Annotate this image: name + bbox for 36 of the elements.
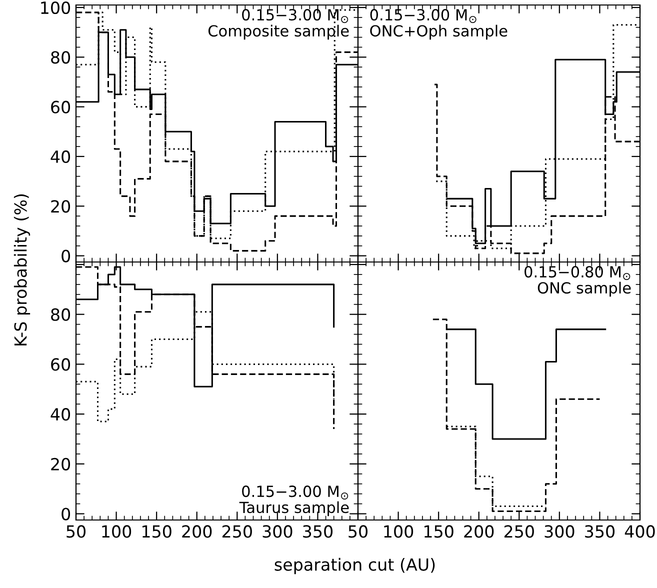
annotation: 0.15−0.80 M$_{⊙}$ — [524, 266, 630, 280]
annotation: 0.15−3.00 M$_{⊙}$ — [370, 9, 476, 24]
annotation: ONC sample — [538, 282, 631, 297]
x-tick-label: 150 — [142, 525, 172, 538]
annotation: 0.15−3.00 M$_{⊙}$ — [242, 9, 348, 24]
x-tick-label: 250 — [504, 525, 534, 538]
y-axis-title: K-S probability (%) — [14, 194, 30, 346]
y-tick-label: 80 — [51, 308, 70, 321]
annotation: Taurus sample — [239, 501, 349, 516]
annotation: 0.15−3.00 M$_{⊙}$ — [242, 486, 348, 500]
x-tick-label: 50 — [66, 525, 86, 538]
y-tick-label: 60 — [51, 358, 70, 371]
x-tick-label: 300 — [544, 525, 574, 538]
y-tick-label: 20 — [51, 458, 70, 470]
x-tick-label: 100 — [102, 525, 132, 538]
x-tick-label: 200 — [182, 525, 212, 538]
x-tick-label: 150 — [424, 525, 454, 538]
y-tick-label: 0 — [62, 508, 70, 520]
y-tick-label: 80 — [51, 51, 70, 64]
x-tick-label: 50 — [348, 525, 368, 538]
x-axis-title: separation cut (AU) — [274, 558, 435, 574]
y-tick-label: 20 — [51, 200, 70, 213]
x-tick-label: 250 — [222, 525, 252, 538]
x-tick-label: 100 — [384, 525, 414, 538]
x-tick-label: 300 — [262, 525, 292, 538]
y-tick-label: 60 — [51, 100, 70, 114]
y-tick-label: 40 — [50, 408, 70, 421]
annotation: Composite sample — [208, 24, 349, 40]
y-tick-label: 40 — [50, 150, 70, 164]
x-tick-label: 350 — [303, 525, 333, 538]
x-tick-label: 200 — [464, 525, 494, 538]
x-tick-label: 400 — [624, 525, 655, 538]
y-tick-label: 0 — [62, 250, 70, 262]
y-tick-label: 100 — [41, 1, 70, 14]
x-tick-label: 350 — [585, 525, 615, 538]
annotation: ONC+Oph sample — [370, 24, 508, 40]
